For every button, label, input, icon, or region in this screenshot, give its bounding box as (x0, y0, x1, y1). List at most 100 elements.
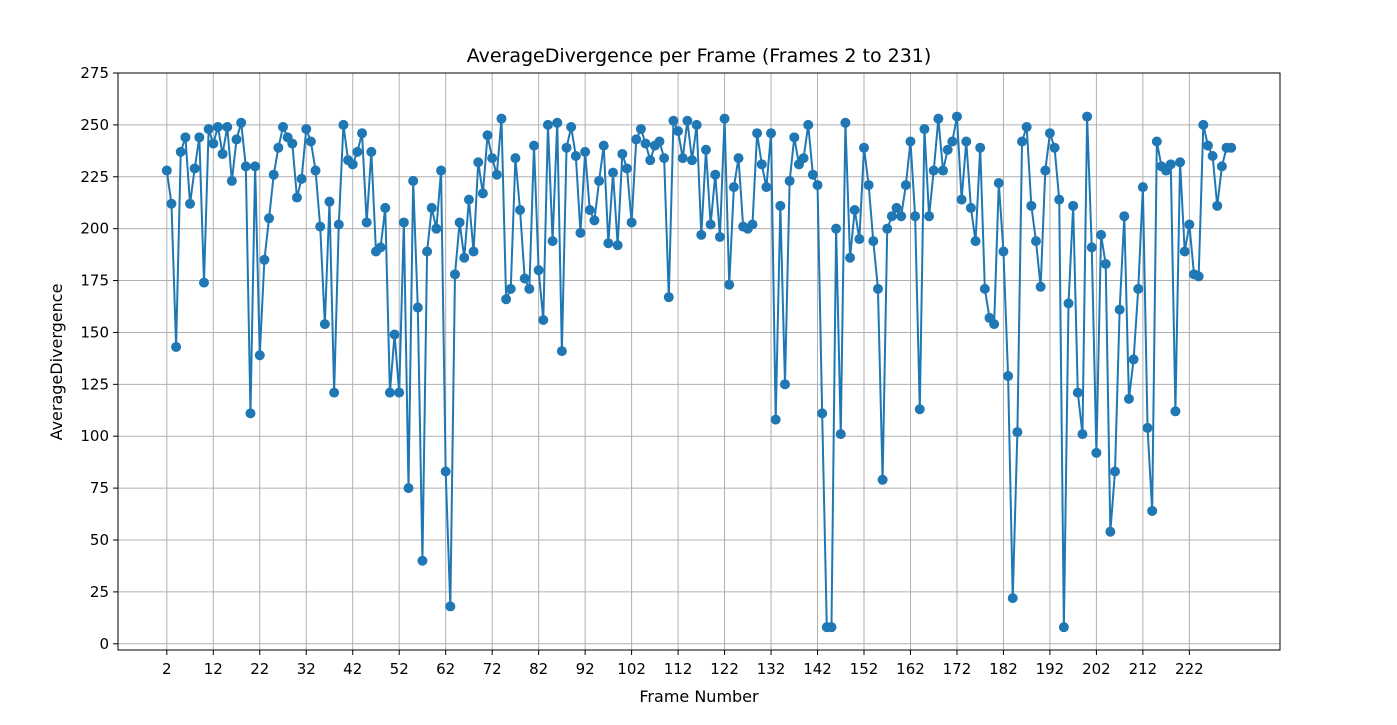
data-point (417, 555, 428, 566)
y-axis-label: AverageDivergence (47, 284, 66, 441)
data-point (459, 252, 470, 263)
data-point (468, 246, 479, 257)
data-point (1096, 229, 1107, 240)
data-point (775, 200, 786, 211)
data-point (975, 142, 986, 153)
data-point (849, 204, 860, 215)
data-point (938, 165, 949, 176)
data-point (305, 136, 316, 147)
data-point (422, 246, 433, 257)
data-point (524, 283, 535, 294)
x-tick-label: 132 (757, 660, 786, 678)
data-point (659, 153, 670, 164)
data-point (896, 211, 907, 222)
data-point (845, 252, 856, 263)
data-point (310, 165, 321, 176)
data-point (1035, 281, 1046, 292)
data-point (1049, 142, 1060, 153)
data-point (872, 283, 883, 294)
data-point (835, 429, 846, 440)
data-point (394, 387, 405, 398)
data-point (1063, 298, 1074, 309)
data-point (700, 144, 711, 155)
data-point (166, 198, 177, 209)
data-point (617, 148, 628, 159)
data-point (784, 175, 795, 186)
data-point (1114, 304, 1125, 315)
data-point (515, 204, 526, 215)
data-point (691, 119, 702, 130)
x-tick-label: 172 (943, 660, 972, 678)
data-point (951, 111, 962, 122)
data-point (1175, 157, 1186, 168)
data-point (533, 265, 544, 276)
x-tick-label: 112 (664, 660, 693, 678)
data-point (161, 165, 172, 176)
data-point (900, 180, 911, 191)
data-point (961, 136, 972, 147)
y-tick-label: 175 (80, 272, 109, 290)
data-point (970, 236, 981, 247)
data-point (584, 204, 595, 215)
data-point (217, 148, 228, 159)
data-point (1226, 142, 1237, 153)
x-tick-label: 222 (1175, 660, 1204, 678)
data-point (245, 408, 256, 419)
data-point (431, 223, 442, 234)
data-point (1030, 236, 1041, 247)
data-point (236, 117, 247, 128)
data-point (677, 153, 688, 164)
data-point (882, 223, 893, 234)
data-point (491, 169, 502, 180)
y-tick-label: 75 (90, 479, 109, 497)
data-point (635, 124, 646, 135)
data-point (208, 138, 219, 149)
data-point (914, 404, 925, 415)
data-point (552, 117, 563, 128)
y-axis-ticks: 0 25 50 75 100 125 150 175 200 225 250 275 (80, 64, 118, 653)
data-point (1082, 111, 1093, 122)
data-point (1212, 200, 1223, 211)
data-point (477, 188, 488, 199)
data-point (1147, 505, 1158, 516)
data-point (357, 128, 368, 139)
x-tick-label: 152 (850, 660, 879, 678)
x-tick-label: 12 (204, 660, 223, 678)
data-point (561, 142, 572, 153)
data-point (752, 128, 763, 139)
x-tick-label: 82 (529, 660, 548, 678)
y-tick-label: 225 (80, 168, 109, 186)
data-point (454, 217, 465, 228)
data-point (854, 234, 865, 245)
data-point (436, 165, 447, 176)
data-point (1054, 194, 1065, 205)
data-point (826, 622, 837, 633)
data-point (473, 157, 484, 168)
x-tick-label: 32 (297, 660, 316, 678)
data-point (301, 124, 312, 135)
x-axis-label: Frame Number (639, 687, 759, 706)
y-tick-label: 150 (80, 323, 109, 341)
data-point (398, 217, 409, 228)
data-point (933, 113, 944, 124)
x-tick-label: 2 (162, 660, 172, 678)
x-tick-label: 182 (989, 660, 1018, 678)
data-point (1105, 526, 1116, 537)
data-point (863, 180, 874, 191)
data-point (756, 159, 767, 170)
data-point (496, 113, 507, 124)
data-point (1137, 182, 1148, 193)
data-point (254, 350, 265, 361)
x-tick-label: 22 (250, 660, 269, 678)
data-point (710, 169, 721, 180)
data-point (663, 292, 674, 303)
data-point (1128, 354, 1139, 365)
data-point (250, 161, 261, 172)
data-point (194, 132, 205, 143)
data-point (240, 161, 251, 172)
data-point (291, 192, 302, 203)
data-point (812, 180, 823, 191)
data-point (1184, 219, 1195, 230)
data-point (519, 273, 530, 284)
